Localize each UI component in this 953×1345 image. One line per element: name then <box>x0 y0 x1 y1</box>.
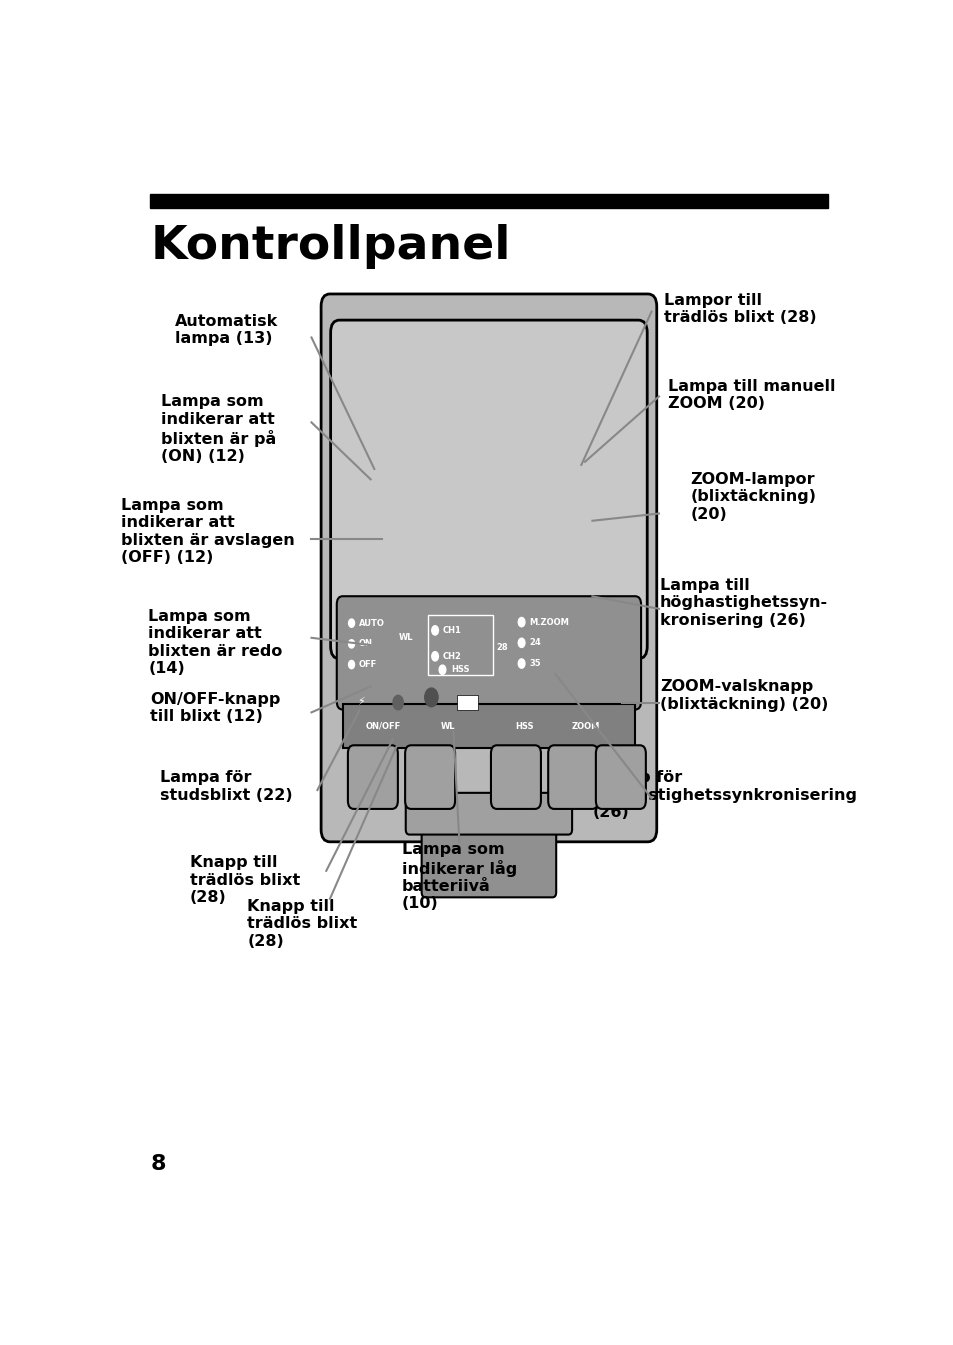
Text: Automatisk
lampa (13): Automatisk lampa (13) <box>174 313 277 346</box>
FancyBboxPatch shape <box>336 596 640 710</box>
Text: AUTO: AUTO <box>358 619 384 628</box>
Text: OFF: OFF <box>358 660 376 668</box>
Circle shape <box>432 651 438 660</box>
Circle shape <box>517 638 524 647</box>
Circle shape <box>348 660 355 668</box>
Text: 28: 28 <box>496 643 508 652</box>
Text: Knapp till
trädlös blixt
(28): Knapp till trädlös blixt (28) <box>190 855 300 905</box>
Text: 8: 8 <box>151 1154 166 1174</box>
Text: ⚡: ⚡ <box>357 698 365 707</box>
Text: ZOOM: ZOOM <box>571 722 599 730</box>
Text: ON: ON <box>358 639 373 648</box>
Text: Kontrollpanel: Kontrollpanel <box>151 223 510 269</box>
Text: WL: WL <box>440 722 455 730</box>
Text: HSS: HSS <box>451 666 470 674</box>
FancyBboxPatch shape <box>421 814 556 897</box>
Text: M.ZOOM: M.ZOOM <box>529 617 568 627</box>
Text: CH2: CH2 <box>442 652 461 660</box>
Text: Lampor till
trädlös blixt (28): Lampor till trädlös blixt (28) <box>663 293 816 325</box>
FancyBboxPatch shape <box>491 745 540 808</box>
Text: Lampa som
indikerar låg
batteriivå
(10): Lampa som indikerar låg batteriivå (10) <box>401 842 517 912</box>
FancyBboxPatch shape <box>321 295 656 842</box>
Text: 24: 24 <box>529 639 540 647</box>
Circle shape <box>517 659 524 668</box>
Text: HSS: HSS <box>515 722 533 730</box>
Text: Lampa som
indikerar att
blixten är avslagen
(OFF) (12): Lampa som indikerar att blixten är avsla… <box>121 498 294 565</box>
Circle shape <box>348 619 355 627</box>
Circle shape <box>438 664 445 674</box>
FancyBboxPatch shape <box>596 745 645 808</box>
Circle shape <box>393 695 403 710</box>
Bar <box>427 615 493 675</box>
Text: 35: 35 <box>529 659 540 668</box>
Text: WL: WL <box>397 633 413 642</box>
FancyBboxPatch shape <box>405 745 455 808</box>
Text: ZOOM-valsknapp
(blixtäckning) (20): ZOOM-valsknapp (blixtäckning) (20) <box>659 679 827 712</box>
Circle shape <box>517 617 524 627</box>
FancyBboxPatch shape <box>331 320 646 659</box>
Circle shape <box>432 625 438 635</box>
Bar <box>342 703 635 748</box>
Bar <box>456 695 477 710</box>
Text: Lampa för
studsblixt (22): Lampa för studsblixt (22) <box>160 771 293 803</box>
Text: ON/OFF-knapp
till blixt (12): ON/OFF-knapp till blixt (12) <box>150 691 280 724</box>
FancyBboxPatch shape <box>405 792 572 834</box>
Text: ZOOM-lampor
(blixtäckning)
(20): ZOOM-lampor (blixtäckning) (20) <box>690 472 816 522</box>
Text: Lampa till manuell
ZOOM (20): Lampa till manuell ZOOM (20) <box>667 379 834 412</box>
Text: Knapp för
höghastighetssynkronisering
(26): Knapp för höghastighetssynkronisering (2… <box>593 771 857 820</box>
Text: Knapp till
trädlös blixt
(28): Knapp till trädlös blixt (28) <box>247 898 357 948</box>
Circle shape <box>424 689 437 706</box>
FancyBboxPatch shape <box>348 745 397 808</box>
Text: ON/OFF: ON/OFF <box>366 722 401 730</box>
Circle shape <box>348 640 355 648</box>
Text: CH1: CH1 <box>442 625 461 635</box>
Text: Lampa som
indikerar att
blixten är redo
(14): Lampa som indikerar att blixten är redo … <box>148 609 282 677</box>
Text: Lampa som
indikerar att
blixten är på
(ON) (12): Lampa som indikerar att blixten är på (O… <box>161 394 276 464</box>
Bar <box>151 194 826 208</box>
Text: Lampa till
höghastighetssyn-
kronisering (26): Lampa till höghastighetssyn- kronisering… <box>659 578 827 628</box>
FancyBboxPatch shape <box>548 745 598 808</box>
